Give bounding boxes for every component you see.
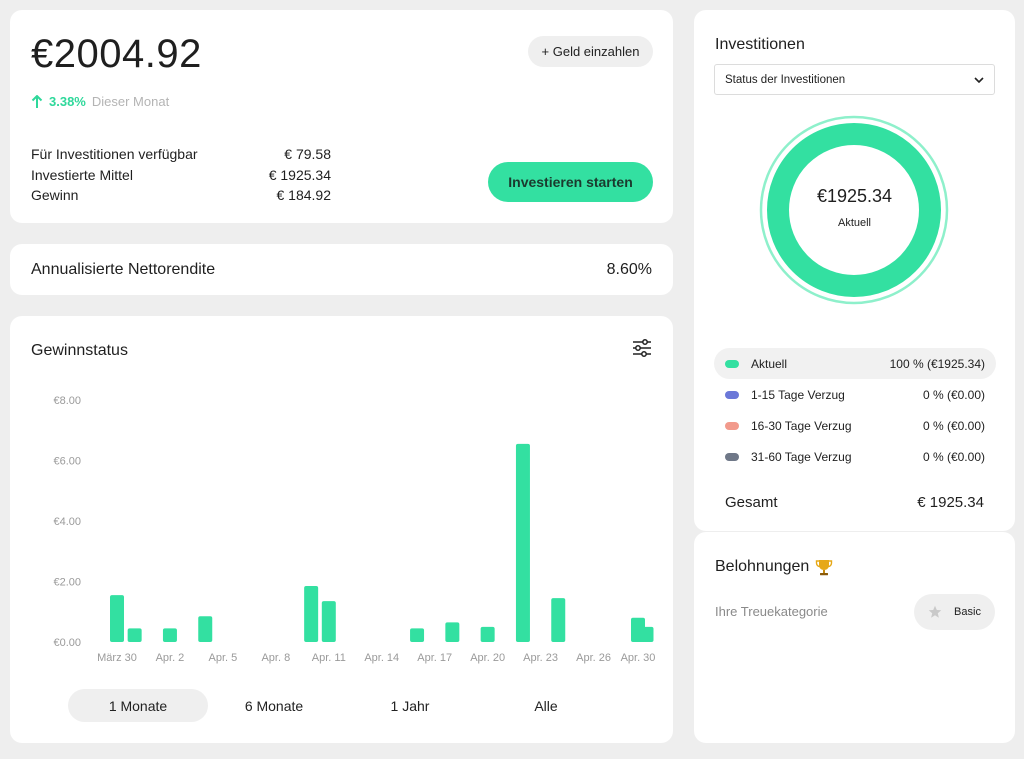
legend-swatch xyxy=(725,390,739,399)
trophy-icon xyxy=(816,560,833,576)
total-value: € 1925.34 xyxy=(917,494,984,511)
balance-stats: Für Investitionen verfügbar € 79.58 Inve… xyxy=(31,144,331,206)
legend-item-16-30-days[interactable]: 16-30 Tage Verzug 0 % (€0.00) xyxy=(714,410,996,441)
rewards-title-text: Belohnungen xyxy=(715,558,810,575)
net-return-value: 8.60% xyxy=(606,260,652,278)
chart-bar[interactable] xyxy=(110,595,124,642)
tab-all[interactable]: Alle xyxy=(534,697,558,714)
investment-legend: Aktuell 100 % (€1925.34) 1-15 Tage Verzu… xyxy=(714,348,996,472)
status-select[interactable]: Status der Investitionen xyxy=(714,64,995,95)
x-tick-label: Apr. 26 xyxy=(576,652,611,664)
arrow-up-icon xyxy=(31,94,43,108)
chart-bar[interactable] xyxy=(198,616,213,642)
legend-item-1-15-days[interactable]: 1-15 Tage Verzug 0 % (€0.00) xyxy=(714,379,996,410)
loyalty-label: Ihre Treuekategorie xyxy=(715,604,828,619)
investment-total: Gesamt € 1925.34 xyxy=(725,494,984,511)
x-tick-label: Apr. 30 xyxy=(621,652,656,664)
x-tick-label: Apr. 23 xyxy=(523,652,558,664)
legend-swatch xyxy=(725,359,739,368)
stat-label: Investierte Mittel xyxy=(31,166,133,183)
donut-value: €1925.34 xyxy=(816,186,893,206)
y-tick-label: €8.00 xyxy=(53,395,81,407)
stat-value: € 79.58 xyxy=(284,146,331,162)
x-tick-label: Apr. 17 xyxy=(417,652,452,664)
investments-title: Investitionen xyxy=(715,36,805,53)
chart-bar[interactable] xyxy=(445,622,460,642)
total-balance: €2004.92 xyxy=(31,32,202,76)
legend-value: 0 % (€0.00) xyxy=(922,418,985,433)
filter-icon[interactable] xyxy=(632,338,652,358)
legend-name: 1-15 Tage Verzug xyxy=(751,387,845,402)
x-tick-label: Apr. 20 xyxy=(470,652,505,664)
stat-row-available: Für Investitionen verfügbar € 79.58 xyxy=(31,144,331,165)
rewards-title: Belohnungen xyxy=(715,558,833,576)
tab-1-year[interactable]: 1 Jahr xyxy=(390,697,430,714)
stat-row-invested: Investierte Mittel € 1925.34 xyxy=(31,165,331,186)
legend-swatch xyxy=(725,421,739,430)
tab-1-month[interactable]: 1 Monate xyxy=(68,689,208,722)
tab-6-months[interactable]: 6 Monate xyxy=(244,697,304,714)
chart-bar[interactable] xyxy=(127,628,142,642)
chart-bar[interactable] xyxy=(480,626,495,642)
chart-bar[interactable] xyxy=(631,617,645,642)
net-return-label: Annualisierte Nettorendite xyxy=(31,260,216,278)
chart-title: Gewinnstatus xyxy=(31,342,128,359)
x-tick-label: März 30 xyxy=(97,652,137,664)
chart-bar[interactable] xyxy=(410,628,425,642)
stat-row-profit: Gewinn € 184.92 xyxy=(31,185,331,206)
legend-name: 16-30 Tage Verzug xyxy=(751,418,852,433)
x-tick-label: Apr. 5 xyxy=(209,652,238,664)
donut-label: Aktuell xyxy=(837,217,872,229)
change-percent: 3.38% xyxy=(49,94,86,109)
loyalty-tier: Basic xyxy=(954,606,981,618)
start-investing-button[interactable]: Investieren starten xyxy=(488,162,653,202)
deposit-button[interactable]: + Geld einzahlen xyxy=(528,36,653,67)
legend-item-current[interactable]: Aktuell 100 % (€1925.34) xyxy=(714,348,996,379)
legend-swatch xyxy=(725,452,739,461)
total-label: Gesamt xyxy=(725,494,778,511)
y-tick-label: €6.00 xyxy=(53,456,81,468)
x-tick-label: Apr. 2 xyxy=(156,652,185,664)
chart-bar[interactable] xyxy=(515,443,530,642)
investment-donut-chart xyxy=(759,115,949,305)
legend-name: Aktuell xyxy=(751,356,788,371)
x-tick-label: Apr. 11 xyxy=(312,652,346,664)
y-tick-label: €0.00 xyxy=(53,637,81,649)
monthly-change: 3.38% Dieser Monat xyxy=(31,94,169,109)
chart-bar[interactable] xyxy=(162,628,177,642)
stat-label: Für Investitionen verfügbar xyxy=(31,146,198,162)
loyalty-tier-badge[interactable]: Basic xyxy=(914,594,995,630)
stat-value: € 184.92 xyxy=(276,187,332,203)
legend-item-31-60-days[interactable]: 31-60 Tage Verzug 0 % (€0.00) xyxy=(714,441,996,472)
chevron-down-icon xyxy=(974,76,984,83)
stat-label: Gewinn xyxy=(31,187,79,203)
legend-value: 0 % (€0.00) xyxy=(922,387,985,402)
chart-bar[interactable] xyxy=(304,586,319,642)
investments-card: Investitionen Status der Investitionen €… xyxy=(694,10,1015,531)
y-tick-label: €4.00 xyxy=(53,516,81,528)
rewards-card: Belohnungen Ihre Treuekategorie Basic xyxy=(694,532,1015,743)
stat-value: € 1925.34 xyxy=(268,166,331,183)
net-return-card: Annualisierte Nettorendite 8.60% xyxy=(10,244,673,295)
status-select-value: Status der Investitionen xyxy=(725,73,846,86)
profit-bar-chart: €0.00 €2.00 €4.00 €6.00 €8.00 März 30 Apr. 2 Ap… xyxy=(53,395,656,664)
star-icon xyxy=(928,605,942,618)
y-tick-label: €2.00 xyxy=(53,577,81,589)
legend-name: 31-60 Tage Verzug xyxy=(751,449,852,464)
legend-value: 100 % (€1925.34) xyxy=(889,356,985,371)
chart-bar[interactable] xyxy=(551,598,566,642)
profit-chart-card: Gewinnstatus €0.00 €2.00 €4.00 €6.00 €8.00 Mä… xyxy=(10,316,673,743)
x-tick-label: Apr. 14 xyxy=(364,652,399,664)
balance-card: €2004.92 + Geld einzahlen 3.38% Dieser M… xyxy=(10,10,673,223)
chart-bar[interactable] xyxy=(321,601,336,642)
x-tick-label: Apr. 8 xyxy=(261,652,290,664)
change-period-label: Dieser Monat xyxy=(91,94,170,109)
legend-value: 0 % (€0.00) xyxy=(922,449,985,464)
range-tabs: 1 Monate 6 Monate 1 Jahr Alle xyxy=(68,689,612,722)
